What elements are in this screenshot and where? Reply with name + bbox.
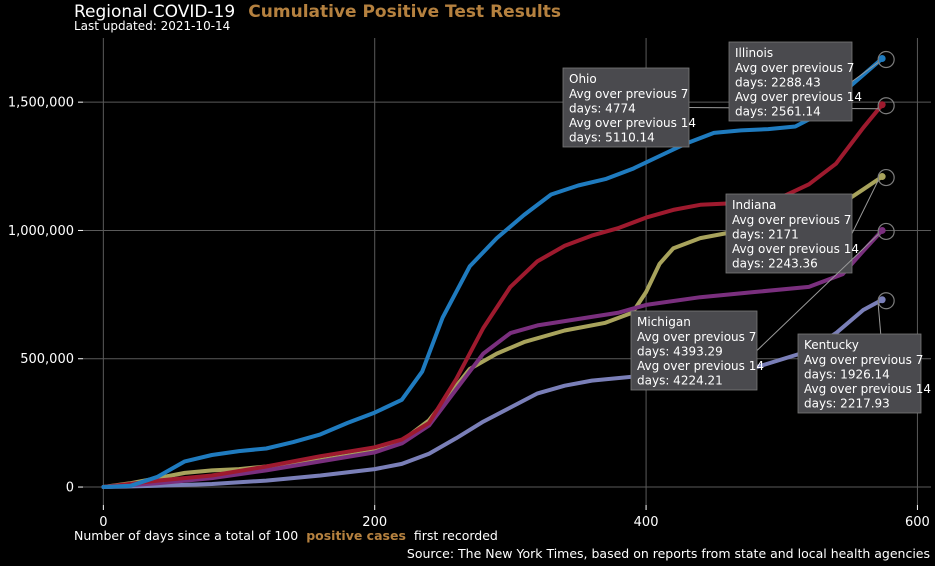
series-line-illinois (101, 56, 885, 489)
x-tick-label: 400 (634, 515, 659, 530)
tooltip-line: Avg over previous 14 (735, 90, 862, 104)
tooltip-title: Kentucky (804, 338, 859, 352)
tooltip-line: days: 4393.29 (637, 345, 723, 359)
tooltip-box (725, 193, 853, 274)
series-endpoint-ohio (878, 101, 886, 109)
series-endpoint-indiana (878, 173, 886, 181)
series-endpoint-illinois (878, 55, 886, 63)
tooltip-line: days: 2561.14 (735, 105, 821, 119)
tooltip-leader (851, 180, 879, 234)
tooltip-line: Avg over previous 14 (732, 242, 859, 256)
title-accent: Cumulative Positive Test Results (248, 2, 561, 22)
tooltip-line: days: 2288.43 (735, 76, 821, 90)
y-tick-label: 0 (66, 481, 74, 496)
endpoint-marker-michigan[interactable] (877, 222, 895, 241)
tooltip-line: days: 2217.93 (804, 397, 890, 411)
tooltip-title: Indiana (732, 198, 776, 212)
tooltip-line: Avg over previous 7 (637, 330, 756, 344)
tooltip-box (630, 310, 758, 391)
endpoint-marker-ohio[interactable] (877, 97, 895, 115)
tooltip-line: Avg over previous 7 (732, 213, 851, 227)
y-tick-label: 1,500,000 (8, 96, 74, 111)
tooltip-line: days: 4774 (569, 102, 636, 116)
x-axis-label: Number of days since a total of 100 posi… (74, 528, 498, 543)
tooltip-leader (851, 62, 879, 82)
x-tick-label: 600 (905, 515, 930, 530)
tooltip-title: Michigan (637, 315, 691, 329)
series-endpoint-michigan (878, 226, 886, 234)
endpoint-marker-kentucky[interactable] (877, 292, 895, 310)
tooltip-line: days: 2171 (732, 228, 799, 242)
y-tick-label: 500,000 (20, 352, 74, 367)
x-tick-label: 200 (362, 515, 387, 530)
axes: 0 200 400 600 0 500,000 1,000,000 1,500,000 (8, 96, 930, 530)
tooltip-line: Avg over previous 14 (804, 382, 931, 396)
tooltip-box (797, 333, 922, 414)
x-tick-label: 0 (99, 515, 107, 530)
chart-subtitle: Last updated: 2021-10-14 (74, 19, 230, 33)
tooltip-line: Avg over previous 7 (569, 87, 688, 101)
endpoint-marker-illinois[interactable] (877, 50, 895, 69)
tooltip-line: Avg over previous 7 (804, 353, 923, 367)
xlabel-accent: positive cases (306, 528, 406, 543)
tooltip-line: days: 5110.14 (569, 131, 655, 145)
tooltip-line: days: 2243.36 (732, 257, 818, 271)
endpoint-marker-indiana[interactable] (877, 168, 895, 187)
tooltip-title: Illinois (735, 46, 773, 60)
tooltip-line: Avg over previous 14 (637, 359, 764, 373)
xlabel-prefix: Number of days since a total of 100 (74, 528, 298, 543)
series-endpoint-kentucky (878, 296, 886, 304)
tooltip-title: Ohio (569, 72, 597, 86)
xlabel-suffix: first recorded (414, 528, 498, 543)
tooltip-box (562, 67, 690, 148)
source-note: Source: The New York Times, based on rep… (407, 546, 930, 561)
tooltip-line: days: 4224.21 (637, 374, 723, 388)
tooltip-box (728, 41, 853, 122)
series-line-michigan (101, 228, 885, 489)
tooltip-line: days: 1926.14 (804, 368, 890, 382)
tooltip-line: Avg over previous 14 (569, 116, 696, 130)
y-tick-label: 1,000,000 (8, 224, 74, 239)
chart-title: Regional COVID-19 Cumulative Positive Te… (74, 2, 561, 22)
tooltip-line: Avg over previous 7 (735, 61, 854, 75)
title-main: Regional COVID-19 (74, 2, 235, 22)
series-line-kentucky (101, 297, 885, 489)
tooltip-leader (756, 234, 879, 351)
